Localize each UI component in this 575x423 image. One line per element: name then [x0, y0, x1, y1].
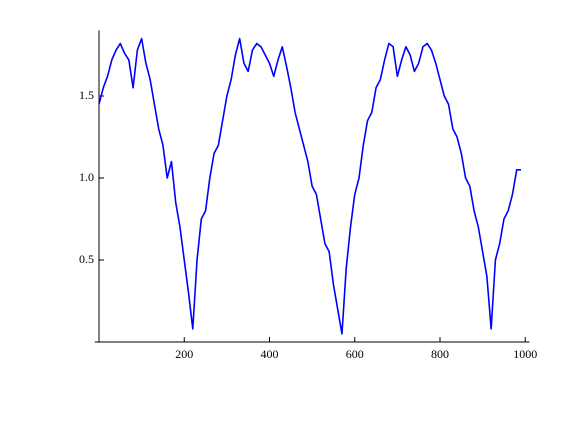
- y-tick-label: 1.5: [79, 88, 94, 102]
- x-tick-label: 200: [175, 347, 193, 361]
- x-tick-label: 800: [431, 347, 449, 361]
- x-tick-label: 400: [261, 347, 279, 361]
- x-tick-label: 1000: [513, 347, 537, 361]
- y-tick-label: 1.0: [79, 170, 94, 184]
- data-line: [98, 37, 521, 335]
- y-tick-label: 0.5: [79, 252, 94, 266]
- x-tick-label: 600: [346, 347, 364, 361]
